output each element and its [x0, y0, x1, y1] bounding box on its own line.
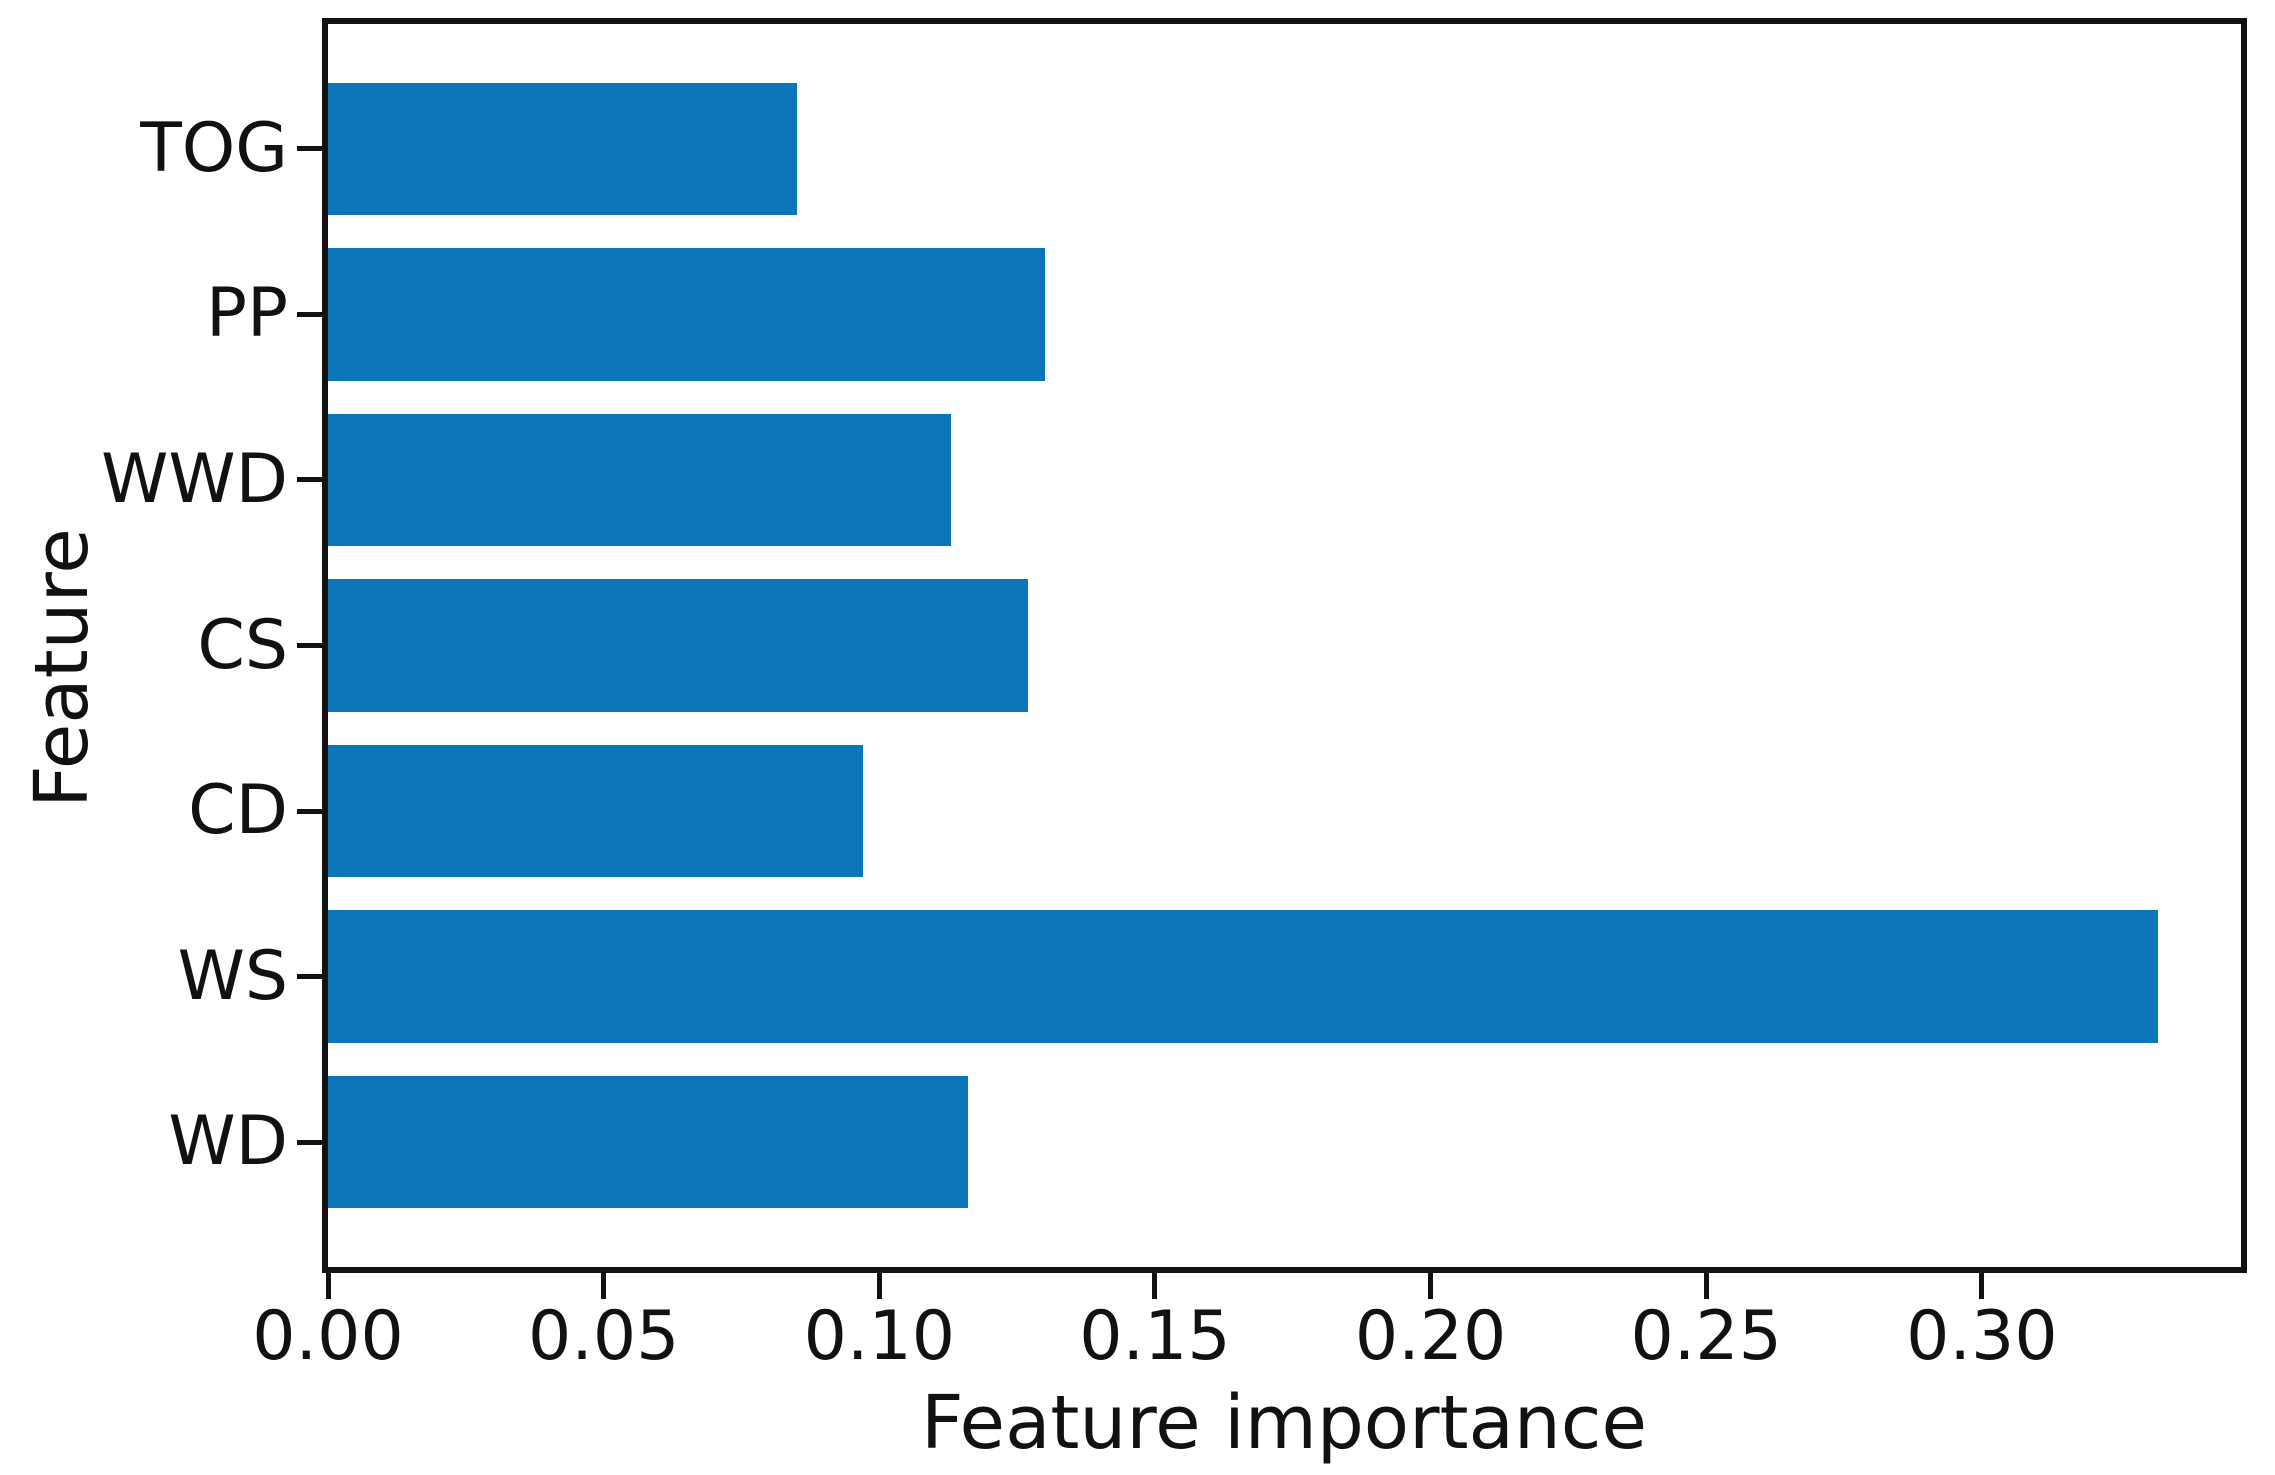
x-axis-title: Feature importance — [921, 1380, 1647, 1466]
x-tick-label-0.10: 0.10 — [803, 1297, 955, 1376]
y-tick — [297, 1139, 323, 1145]
y-tick-label-ws: WS — [177, 936, 288, 1016]
y-tick-label-cs: CS — [197, 605, 288, 685]
x-tick — [1428, 1273, 1434, 1299]
y-tick — [297, 974, 323, 980]
bar-pp — [328, 248, 1045, 381]
x-tick — [601, 1273, 607, 1299]
y-tick-label-wwd: WWD — [101, 439, 288, 519]
y-tick — [297, 311, 323, 317]
x-tick — [1152, 1273, 1158, 1299]
x-tick — [876, 1273, 882, 1299]
x-tick — [1979, 1273, 1985, 1299]
y-tick-label-wd: WD — [168, 1102, 288, 1182]
x-tick-label-0.30: 0.30 — [1906, 1297, 2058, 1376]
x-tick-label-0.25: 0.25 — [1630, 1297, 1782, 1376]
x-tick-label-0.20: 0.20 — [1354, 1297, 1507, 1376]
y-tick — [297, 808, 323, 814]
y-tick — [297, 146, 323, 152]
y-tick — [297, 643, 323, 648]
x-tick-label-0.05: 0.05 — [527, 1297, 680, 1376]
plot-area — [322, 18, 2247, 1273]
bar-cd — [328, 744, 863, 878]
y-tick-label-tog: TOG — [140, 108, 288, 188]
bar-wwd — [328, 413, 951, 547]
bar-cs — [328, 579, 1029, 712]
y-tick — [297, 477, 323, 483]
bar-tog — [328, 82, 797, 216]
x-tick — [1703, 1273, 1709, 1299]
x-tick-label-0.15: 0.15 — [1079, 1297, 1231, 1376]
y-tick-label-cd: CD — [188, 771, 288, 851]
bar-ws — [328, 910, 2159, 1043]
x-tick — [325, 1273, 331, 1299]
x-tick-label-0.00: 0.00 — [252, 1297, 404, 1376]
y-tick-label-pp: PP — [205, 274, 288, 354]
bar-wd — [328, 1075, 968, 1209]
